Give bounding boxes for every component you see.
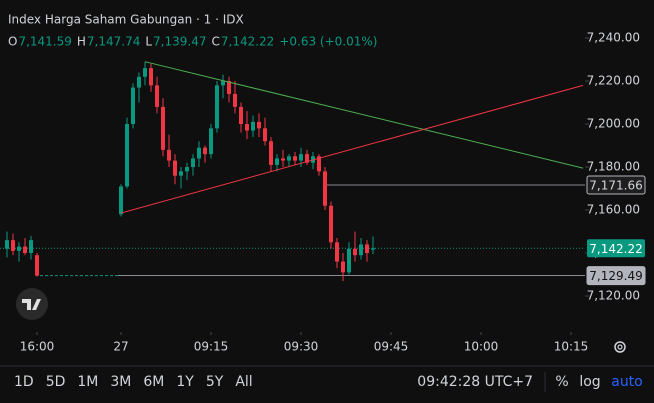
candle-body [221, 81, 225, 86]
candle-body [251, 121, 255, 131]
candle-body [341, 261, 345, 273]
candle-body [239, 106, 243, 125]
candle-body [359, 244, 363, 256]
candle-body [125, 124, 129, 187]
x-tick-label: 10:15 [554, 340, 589, 354]
y-tick-label: 7,120.00 [587, 289, 640, 303]
candle-body [185, 167, 189, 172]
candle-body [17, 246, 21, 251]
candle-body [35, 255, 39, 276]
trend-line [120, 84, 584, 214]
price-label: 7,129.49 [589, 269, 642, 283]
candle-body [233, 93, 237, 107]
clock: 09:42:28 UTC+7 [417, 374, 533, 390]
range-button[interactable]: 5D [46, 374, 66, 390]
settings-icon[interactable] [614, 341, 626, 353]
candle-body [197, 147, 201, 159]
scale-option[interactable]: % [555, 374, 568, 390]
scale-option[interactable]: auto [611, 374, 643, 390]
candle-body [131, 87, 135, 125]
range-button[interactable]: 5Y [206, 374, 224, 390]
candle-body [329, 205, 333, 243]
candle-body [23, 246, 27, 254]
symbol-title: Index Harga Saham Gabungan · 1 · IDX [8, 13, 244, 27]
candle-body [317, 156, 321, 172]
ohlc-value: 7,142.22 [221, 35, 274, 49]
ohlc-key: L [145, 35, 152, 49]
candle-body [293, 156, 297, 161]
ohlc-key: O [8, 35, 17, 49]
range-button[interactable]: 3M [110, 374, 131, 390]
candle-body [11, 240, 15, 251]
candle-body [173, 160, 177, 176]
candle-body [167, 149, 171, 161]
last-price-box [587, 239, 645, 258]
y-tick-label: 7,200.00 [587, 117, 640, 131]
candle-body [257, 121, 261, 129]
trend-line [144, 61, 584, 169]
range-button[interactable]: 1Y [176, 374, 194, 390]
candle-body [209, 128, 213, 155]
range-button[interactable]: 1D [14, 374, 34, 390]
legend-header: Index Harga Saham Gabungan · 1 · IDX O 7,… [8, 13, 377, 49]
range-button[interactable]: All [235, 374, 252, 390]
candle-body [275, 158, 279, 165]
range-button[interactable]: 1M [77, 374, 98, 390]
ohlc-value: 7,147.74 [87, 35, 140, 49]
range-button[interactable]: 6M [143, 374, 164, 390]
x-tick-label: 09:45 [374, 340, 409, 354]
candle-body [323, 171, 327, 206]
candle-body [5, 240, 9, 249]
plot-area [0, 37, 589, 335]
candle-body [137, 76, 141, 88]
change-value: +0.63 (+0.01%) [279, 35, 377, 49]
candle-body [305, 154, 309, 163]
x-tick-label: 16:00 [20, 340, 55, 354]
candle-body [119, 186, 123, 215]
ohlc-value: 7,141.59 [18, 35, 71, 49]
y-tick-label: 7,220.00 [587, 74, 640, 88]
price-label-box [586, 175, 646, 195]
ohlc-key: C [211, 35, 219, 49]
candle-body [191, 158, 195, 168]
tradingview-logo [16, 288, 48, 320]
candle-body [179, 171, 183, 176]
candle-body [347, 248, 351, 273]
candle-body [215, 85, 219, 129]
candle-body [281, 158, 285, 161]
candle-body [143, 68, 147, 77]
candle-body [155, 85, 159, 107]
candle-body [269, 141, 273, 165]
ohlc-value: 7,139.47 [153, 35, 206, 49]
candle-body [29, 240, 33, 254]
ohlc-key: H [77, 35, 86, 49]
candle-body [203, 147, 207, 155]
candle-body [353, 248, 357, 256]
candle-body [161, 106, 165, 150]
candle-body [263, 128, 267, 142]
candle-body [149, 68, 153, 86]
x-tick-label: 09:30 [284, 340, 319, 354]
candle-body [245, 124, 249, 131]
price-label-box [586, 266, 646, 286]
candle-body [365, 244, 369, 254]
candle-body [299, 154, 303, 161]
y-tick-label: 7,180.00 [587, 160, 640, 174]
x-tick-label: 09:15 [194, 340, 229, 354]
candle-body [335, 242, 339, 262]
y-tick-label: 7,160.00 [587, 203, 640, 217]
last-price-label: 7,142.22 [589, 242, 642, 256]
candle-body [227, 81, 231, 94]
scale-option[interactable]: log [579, 374, 600, 390]
candle-body [371, 248, 375, 250]
x-tick-label: 27 [113, 340, 128, 354]
y-tick-label: 7,240.00 [587, 31, 640, 45]
x-tick-label: 10:00 [464, 340, 499, 354]
price-label: 7,171.66 [589, 178, 642, 192]
candle-body [287, 156, 291, 161]
